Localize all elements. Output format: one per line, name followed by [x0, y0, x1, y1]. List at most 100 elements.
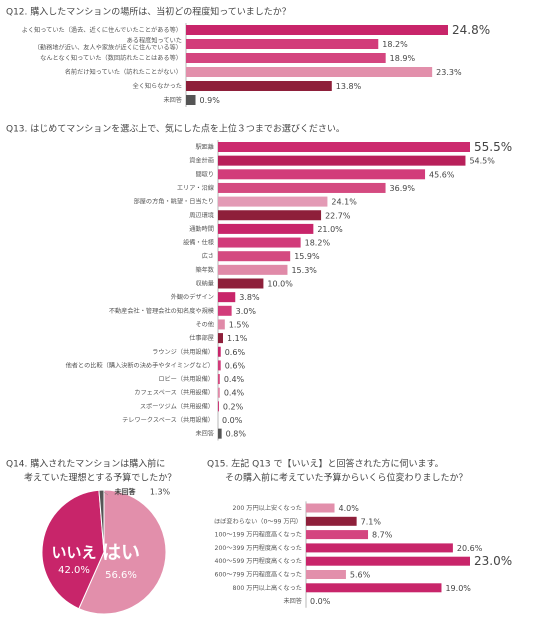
pie-slice	[78, 489, 167, 615]
category-label: 間取り	[195, 171, 214, 178]
bar	[218, 360, 221, 371]
value-label: 18.2%	[305, 239, 331, 248]
bar	[186, 39, 379, 49]
value-label: 0.2%	[223, 402, 244, 411]
bar	[218, 387, 220, 398]
bar	[218, 292, 236, 303]
value-label: 36.9%	[390, 184, 416, 193]
category-label: 未回答	[283, 597, 302, 605]
value-label: 23.0%	[474, 554, 512, 568]
category-label: 200 万円以上安くなった	[233, 504, 302, 512]
value-label: 22.7%	[325, 211, 351, 220]
slice-label: 未回答	[115, 487, 137, 496]
category-label: 外観のデザイン	[171, 293, 214, 301]
category-label: 600～799 万円程度高くなった	[215, 571, 302, 579]
value-label: 15.3%	[291, 266, 317, 275]
value-label: 18.2%	[382, 40, 408, 49]
bar	[218, 401, 219, 412]
bar	[218, 237, 301, 248]
chart-title: その購入前に考えていた予算からいくら位変わりましたか？	[225, 472, 468, 484]
chart-title: Q15. 左記 Q13 で【いいえ】と回答された方に伺います。	[207, 458, 444, 470]
category-label: 未回答	[163, 96, 182, 104]
bar	[218, 319, 225, 330]
value-label: 0.4%	[224, 389, 245, 398]
value-label: 0.4%	[224, 375, 245, 384]
bar	[218, 278, 264, 289]
slice-value: 42.0%	[58, 565, 90, 576]
category-label: ロビー（共用設備）	[158, 375, 214, 383]
category-label: 200～399 万円程度高くなった	[215, 544, 302, 552]
leader-line	[103, 491, 109, 496]
category-label: 仕事部屋	[189, 334, 214, 342]
category-label: カフェスペース（共用設備）	[134, 389, 214, 397]
category-label: テレワークスペース（共用設備）	[122, 416, 214, 424]
value-label: 0.0%	[222, 416, 243, 425]
category-label: 名前だけ知っていた（訪れたことがない）	[65, 68, 182, 76]
category-label: 駅距離	[195, 143, 214, 151]
category-label: 広さ	[202, 252, 214, 260]
category-label: 通勤時間	[189, 225, 214, 233]
pie-slice	[41, 489, 105, 610]
value-label: 1.1%	[227, 334, 248, 343]
bar	[186, 25, 448, 35]
bar	[186, 81, 332, 91]
pie-slice	[98, 489, 105, 553]
chart-title: 考えていた理想とする予算でしたか？	[24, 472, 176, 484]
value-label: 24.8%	[452, 23, 490, 37]
value-label: 0.6%	[225, 361, 246, 370]
value-label: 15.9%	[294, 252, 320, 261]
category-label: 資金計画	[189, 157, 214, 165]
bar	[218, 264, 288, 275]
value-label: 8.7%	[372, 531, 393, 540]
category-label: 全く知らなかった	[133, 82, 183, 90]
category-label: よく知っていた（過去、近くに住んでいたことがある等）	[22, 26, 182, 34]
category-label: 築年数	[195, 266, 214, 274]
category-label: エリア・沿線	[177, 184, 214, 192]
chart-title: Q14. 購入されたマンションは購入前に	[6, 458, 165, 470]
category-label: スポーツジム（共用設備）	[140, 402, 214, 410]
value-label: 45.6%	[429, 170, 455, 179]
slice-value: 1.3%	[150, 488, 171, 497]
value-label: 18.9%	[390, 54, 416, 63]
chart-title: Q12. 購入したマンションの場所は、当初どの程度知っていましたか？	[6, 6, 291, 18]
category-label: 未回答	[195, 430, 214, 438]
bar	[306, 516, 357, 526]
category-label: なんとなく知っていた（数回訪れたことはある等）	[40, 54, 182, 62]
value-label: 0.0%	[310, 597, 331, 606]
bar	[306, 583, 442, 593]
value-label: 0.9%	[200, 96, 221, 105]
slice-label: はい	[102, 542, 140, 564]
category-label: 不動産会社・管理会社の知名度や規模	[109, 307, 214, 315]
bar	[186, 95, 196, 105]
slice-label: いいえ	[51, 544, 96, 562]
value-label: 21.0%	[317, 225, 343, 234]
bar	[218, 210, 322, 221]
bar	[218, 374, 220, 385]
bar	[306, 543, 453, 553]
category-label: 400～599 万円程度高くなった	[215, 557, 302, 565]
category-label: 100～199 万円程度高くなった	[215, 531, 302, 539]
value-label: 19.0%	[445, 584, 471, 593]
category-label: ラウンジ（共用設備）	[152, 348, 214, 356]
value-label: 1.5%	[229, 320, 250, 329]
value-label: 23.3%	[436, 68, 462, 77]
category-label: ほぼ変わらない（0～99 万円）	[214, 517, 302, 525]
slice-value: 56.6%	[105, 570, 137, 581]
value-label: 0.6%	[225, 348, 246, 357]
bar	[186, 53, 386, 63]
bar	[218, 182, 386, 193]
bar	[306, 503, 335, 513]
category-label: 部屋の方角・眺望・日当たり	[134, 198, 214, 206]
bar	[218, 142, 470, 152]
value-label: 7.1%	[361, 517, 382, 526]
category-label: その他	[195, 320, 214, 328]
value-label: 3.8%	[239, 293, 260, 302]
bar	[306, 570, 346, 579]
bar	[218, 169, 426, 180]
bar	[218, 223, 314, 234]
category-label: 800 万円以上高くなった	[233, 584, 302, 592]
bar	[218, 346, 221, 357]
bar	[218, 428, 222, 439]
category-label: 収納量	[195, 280, 214, 288]
bar	[218, 251, 291, 262]
